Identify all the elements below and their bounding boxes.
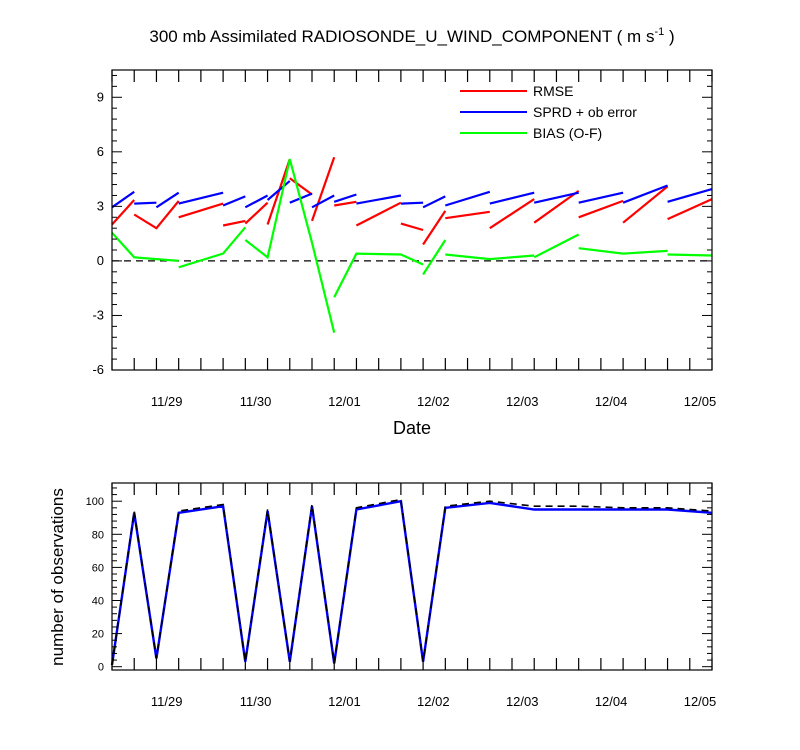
obs-series-total xyxy=(111,498,713,666)
series-rmse-segment xyxy=(334,200,357,207)
series-sprd-ob-error-segment xyxy=(311,194,335,209)
top-x-tick-label: 12/05 xyxy=(684,394,717,409)
top-x-tick-label: 12/02 xyxy=(417,394,450,409)
bottom-x-tick-label: 12/04 xyxy=(595,694,628,709)
bottom-plot-frame xyxy=(111,482,713,671)
bottom-x-tick-label: 12/02 xyxy=(417,694,450,709)
bottom-x-tick-label: 12/03 xyxy=(506,694,539,709)
series-rmse-segment xyxy=(422,210,447,246)
bottom-plot-series xyxy=(110,498,713,666)
bottom-y-tick-label: 60 xyxy=(92,562,104,574)
series-sprd-ob-error-segment xyxy=(356,194,402,205)
top-y-tick-label: 3 xyxy=(97,198,104,213)
legend-label-rmse: RMSE xyxy=(533,83,573,99)
series-bias-o-f-segment xyxy=(578,247,668,255)
series-bias-o-f-segment xyxy=(178,226,247,269)
series-bias-o-f-segment xyxy=(333,252,424,298)
bottom-x-tick-label: 12/05 xyxy=(684,694,717,709)
series-sprd-ob-error-segment xyxy=(400,201,424,205)
top-y-tick-label: 6 xyxy=(97,144,104,159)
series-sprd-ob-error-segment xyxy=(422,195,446,209)
top-plot-frame xyxy=(111,69,713,371)
series-rmse-segment xyxy=(289,177,313,196)
x-axis-label: Date xyxy=(393,418,431,438)
top-plot-tick-labels: -6 -3 0 3 6 9 11/29 11/30 12/01 12/02 12/03 12/04 12… xyxy=(92,89,716,409)
bottom-y-tick-label: 0 xyxy=(98,662,104,674)
bottom-y-tick-label: 100 xyxy=(86,496,104,508)
series-bias-o-f-segment xyxy=(244,158,336,333)
series-rmse-segment xyxy=(111,199,136,226)
top-x-tick-label: 11/29 xyxy=(151,394,183,409)
top-x-tick-label: 12/04 xyxy=(595,394,628,409)
series-sprd-ob-error-segment xyxy=(622,184,668,204)
top-x-tick-label: 12/01 xyxy=(328,394,361,409)
bottom-x-tick-label: 11/30 xyxy=(240,694,272,709)
chart-title: 300 mb Assimilated RADIOSONDE_U_WIND_COM… xyxy=(149,26,674,46)
series-sprd-ob-error-segment xyxy=(222,195,246,207)
legend-label-sprd-ob-error: SPRD + ob error xyxy=(533,104,637,120)
bottom-plot-tick-labels: 0 20 40 60 80 100 11/29 11/30 12/01 12/02 12/03 12/… xyxy=(86,496,717,709)
series-sprd-ob-error-segment xyxy=(155,191,180,209)
legend-label-bias-o-f: BIAS (O-F) xyxy=(533,125,602,141)
series-bias-o-f-segment xyxy=(422,239,447,276)
series-rmse-segment xyxy=(178,202,224,219)
series-rmse-segment xyxy=(622,185,669,224)
series-sprd-ob-error-segment xyxy=(178,191,224,205)
series-rmse-segment xyxy=(667,198,713,221)
bottom-y-tick-label: 20 xyxy=(92,629,104,641)
top-plot-ticks xyxy=(111,70,713,371)
series-rmse-segment xyxy=(244,201,269,225)
top-plot-series xyxy=(111,156,713,333)
series-sprd-ob-error-segment xyxy=(244,194,269,209)
bottom-x-tick-label: 11/29 xyxy=(151,694,183,709)
top-y-tick-label: -3 xyxy=(92,307,104,322)
series-rmse-segment xyxy=(310,156,336,222)
series-bias-o-f-segment xyxy=(445,253,535,261)
series-rmse-segment xyxy=(133,200,180,230)
series-rmse-segment xyxy=(533,190,580,224)
series-sprd-ob-error-segment xyxy=(533,191,579,204)
bottom-y-tick-label: 40 xyxy=(92,595,104,607)
bottom-plot-ticks xyxy=(111,483,713,670)
bottom-y-tick-label: 80 xyxy=(92,529,104,541)
series-sprd-ob-error-segment xyxy=(333,193,357,203)
series-sprd-ob-error-segment xyxy=(667,188,713,203)
series-sprd-ob-error-segment xyxy=(111,190,135,209)
series-rmse-segment xyxy=(578,199,624,219)
series-sprd-ob-error-segment xyxy=(266,180,291,201)
top-y-tick-label: 9 xyxy=(97,89,104,104)
legend: RMSE SPRD + ob error BIAS (O-F) xyxy=(460,83,637,141)
series-bias-o-f-segment xyxy=(533,233,580,259)
series-rmse-segment xyxy=(489,198,535,230)
series-sprd-ob-error-segment xyxy=(134,201,157,205)
top-x-tick-label: 12/03 xyxy=(506,394,539,409)
obs-series-assimilated xyxy=(110,499,713,666)
series-sprd-ob-error-segment xyxy=(578,191,624,204)
series-rmse-segment xyxy=(222,219,246,227)
bottom-x-tick-label: 12/01 xyxy=(328,694,361,709)
y-axis-label-observations: number of observations xyxy=(48,488,67,666)
series-rmse-segment xyxy=(355,201,402,227)
series-rmse-segment xyxy=(400,222,424,232)
top-x-tick-label: 11/30 xyxy=(240,394,272,409)
series-bias-o-f-segment xyxy=(667,253,713,257)
series-sprd-ob-error-segment xyxy=(489,191,535,205)
top-y-tick-label: -6 xyxy=(92,362,104,377)
series-bias-o-f-segment xyxy=(111,231,179,262)
series-sprd-ob-error-segment xyxy=(444,190,491,207)
top-y-tick-label: 0 xyxy=(97,253,104,268)
series-rmse-segment xyxy=(445,210,490,220)
